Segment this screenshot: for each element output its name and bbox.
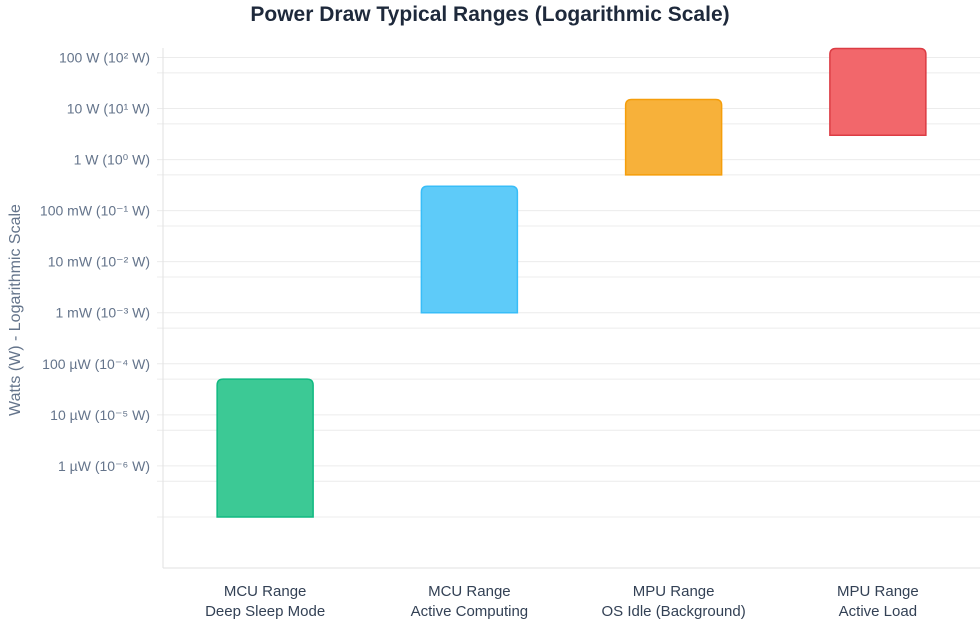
y-tick-label: 100 µW (10⁻⁴ W) — [42, 356, 150, 372]
x-tick-label: MPU Range — [837, 583, 919, 600]
y-tick-label: 100 mW (10⁻¹ W) — [40, 203, 150, 219]
x-tick-label: MPU Range — [633, 583, 715, 600]
bar-1 — [216, 378, 314, 518]
bars — [216, 47, 927, 518]
y-tick-label: 1 µW (10⁻⁶ W) — [58, 458, 150, 474]
x-tick-label: OS Idle (Background) — [602, 603, 746, 620]
bar-3 — [624, 98, 723, 176]
y-tick-label: 10 mW (10⁻² W) — [48, 254, 150, 270]
y-tick-label: 1 W (10⁰ W) — [74, 152, 150, 168]
x-tick-label: Active Computing — [411, 603, 529, 620]
x-tick-label: Active Load — [839, 603, 917, 620]
x-tick-label: Deep Sleep Mode — [205, 603, 325, 620]
x-tick-label: MCU Range — [428, 583, 511, 600]
chart-title: Power Draw Typical Ranges (Logarithmic S… — [250, 3, 729, 26]
x-tick-label: MCU Range — [224, 583, 307, 600]
bar-4 — [829, 47, 927, 136]
y-tick-label: 100 W (10² W) — [59, 49, 150, 65]
y-tick-label: 1 mW (10⁻³ W) — [56, 305, 151, 321]
y-axis-label: Watts (W) - Logarithmic Scale — [7, 204, 24, 416]
y-tick-label: 10 µW (10⁻⁵ W) — [50, 407, 150, 423]
y-ticks: 100 W (10² W) 10 W (10¹ W) 1 W (10⁰ W) 100 … — [40, 49, 150, 473]
x-ticks: MCU Range Deep Sleep Mode MCU Range Active … — [205, 583, 919, 620]
y-tick-label: 10 W (10¹ W) — [67, 101, 150, 117]
bar-2 — [420, 185, 519, 314]
